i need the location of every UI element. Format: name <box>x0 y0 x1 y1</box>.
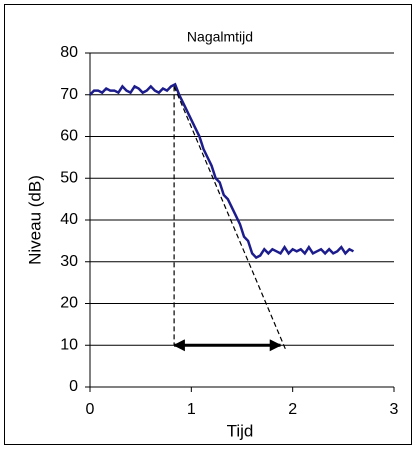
y-tick-label: 0 <box>69 378 78 395</box>
y-tick-label: 10 <box>60 336 78 353</box>
x-tick-label: 2 <box>288 401 297 418</box>
x-axis-label: Tijd <box>227 421 254 440</box>
y-tick-label: 40 <box>60 211 78 228</box>
y-tick-label: 30 <box>60 253 78 270</box>
data-line <box>89 82 355 260</box>
y-tick-label: 50 <box>60 169 78 186</box>
chart-title: Nagalmtijd <box>187 29 253 45</box>
y-tick-label: 70 <box>60 86 78 103</box>
y-tick-label: 20 <box>60 295 78 312</box>
x-tick-label: 1 <box>187 401 196 418</box>
y-axis-label: Niveau (dB) <box>25 175 44 265</box>
frame <box>4 4 412 445</box>
x-tick-label: 0 <box>86 401 95 418</box>
y-tick-label: 80 <box>60 44 78 61</box>
x-tick-label: 3 <box>390 401 399 418</box>
y-tick-label: 60 <box>60 128 78 145</box>
